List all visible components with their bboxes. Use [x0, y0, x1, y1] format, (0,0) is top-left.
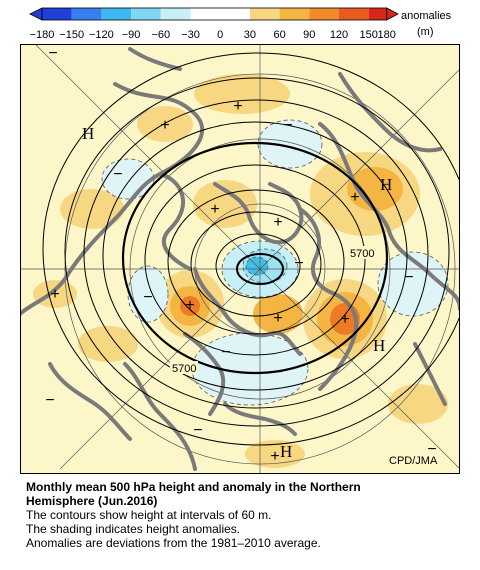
height-contour — [190, 211, 322, 317]
minus-marker: − — [294, 255, 303, 272]
plus-marker: + — [350, 189, 359, 206]
coastlines — [20, 47, 460, 471]
height-contour — [236, 253, 284, 285]
positive-anomaly-area — [78, 326, 138, 362]
positive-anomaly-area — [347, 167, 403, 211]
positive-anomaly-area — [180, 296, 200, 316]
figure-description: The contours show height at intervals of… — [26, 508, 466, 550]
colorbar-left-arrow — [29, 7, 43, 21]
colorbar-tick-6: −30 — [181, 29, 200, 41]
minus-marker: − — [404, 269, 413, 286]
colorbar-tick-13: 180 — [378, 29, 396, 41]
figure-title-line: Hemisphere (Jun.2016) — [26, 494, 158, 508]
positive-anomaly-area — [193, 180, 257, 228]
anomaly-minimum-markers: − − − − − − − − − − − — [45, 45, 436, 458]
positive-anomaly-area — [137, 106, 193, 142]
description-line: The shading indicates height anomalies. — [26, 522, 241, 536]
anomaly-colorbar: −180 −150 −120 −90 −60 −30 0 30 60 90 12… — [29, 7, 452, 41]
height-contour — [83, 99, 429, 409]
colorbar-frame — [41, 7, 388, 21]
minus-marker: − — [193, 422, 202, 439]
anomaly-maximum-markers: + + + + + + + + + + — [50, 98, 359, 465]
map-frame — [20, 44, 460, 474]
minus-marker: − — [48, 45, 57, 62]
minus-marker: − — [45, 392, 54, 409]
figure-title-line: Monthly mean 500 hPa height and anomaly … — [26, 480, 361, 494]
colorbar-swatch-11 — [368, 8, 387, 20]
map-credit: CPD/JMA — [389, 455, 438, 467]
description-line: The contours show height at intervals of… — [26, 508, 272, 522]
high-label: H — [280, 442, 292, 461]
colorbar-tick-11: 120 — [330, 29, 348, 41]
colorbar-swatch-5 — [160, 8, 191, 20]
height-contour — [144, 164, 366, 356]
plus-marker: + — [185, 297, 194, 314]
height-contours — [42, 52, 460, 446]
colorbar-swatch-4 — [131, 8, 161, 20]
colorbar-tick-3: −120 — [89, 29, 114, 41]
contour-label: 5700 — [172, 363, 196, 375]
colorbar-swatch-10 — [339, 8, 369, 20]
negative-anomaly-area — [257, 119, 323, 169]
high-label: H — [380, 175, 392, 194]
colorbar-swatch-2 — [71, 8, 102, 20]
colorbar-unit: (m) — [417, 26, 434, 38]
colorbar-swatch-9 — [309, 8, 339, 20]
colorbar-swatches — [29, 7, 399, 21]
height-contour — [215, 233, 301, 299]
plus-marker: + — [270, 448, 279, 465]
colorbar-tick-7: 0 — [217, 29, 223, 41]
plus-marker: + — [233, 98, 242, 115]
minus-marker: − — [221, 344, 230, 361]
colorbar-tick-5: −60 — [151, 29, 170, 41]
description-line: Anomalies are deviations from the 1981–2… — [26, 536, 321, 550]
plus-marker: + — [50, 286, 59, 303]
height-contour — [121, 141, 389, 375]
colorbar-tick-12: 150 — [360, 29, 378, 41]
northern-hemisphere-map: 5700 5700 H H H H + + + + + + + + + + − … — [20, 44, 460, 474]
colorbar-right-arrow — [386, 7, 399, 21]
plus-marker: + — [160, 117, 169, 134]
colorbar-tick-4: −90 — [122, 29, 141, 41]
height-contour — [167, 189, 345, 335]
colorbar-tick-2: −150 — [59, 29, 84, 41]
colorbar-swatch-1 — [42, 8, 72, 20]
minus-marker: − — [427, 441, 436, 458]
minus-marker: − — [113, 166, 122, 183]
colorbar-tick-9: 60 — [273, 29, 285, 41]
colorbar-ticks: −180 −150 −120 −90 −60 −30 0 30 60 90 12… — [30, 29, 396, 41]
colorbar-tick-8: 30 — [244, 29, 256, 41]
positive-anomaly-area — [253, 294, 303, 334]
minus-marker: − — [283, 117, 292, 134]
colorbar-swatch-8 — [279, 8, 310, 20]
colorbar-swatch-7 — [249, 8, 280, 20]
plus-marker: + — [273, 310, 282, 327]
height-contour — [102, 121, 408, 391]
colorbar-label: anomalies — [401, 10, 452, 22]
minus-marker: − — [273, 364, 282, 381]
high-label: H — [373, 336, 385, 355]
colorbar-tick-1: −180 — [30, 29, 55, 41]
height-contour — [42, 52, 460, 446]
colorbar-tick-10: 90 — [303, 29, 315, 41]
contour-labels: 5700 5700 — [170, 246, 376, 375]
minus-marker: − — [143, 289, 152, 306]
plus-marker: + — [340, 311, 349, 328]
contour-label: 5700 — [350, 248, 374, 260]
figure-title: Monthly mean 500 hPa height and anomaly … — [26, 480, 466, 508]
plus-marker: + — [210, 201, 219, 218]
high-labels: H H H H — [82, 124, 392, 461]
height-contour — [64, 77, 450, 427]
high-label: H — [82, 124, 94, 143]
colorbar-swatch-3 — [101, 8, 132, 20]
negative-anomaly-area — [127, 265, 169, 323]
colorbar-swatch-6 — [190, 8, 250, 20]
plus-marker: + — [273, 214, 282, 231]
